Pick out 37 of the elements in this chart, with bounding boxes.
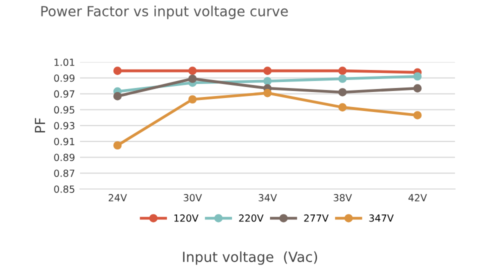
point [338,88,347,96]
y-tick-label: 0.97 [54,90,74,98]
y-tick-label: 0.87 [54,170,74,177]
y-tick-label: 0.93 [54,122,74,130]
y-tick-label: 0.89 [54,154,74,162]
point [188,66,197,75]
chart-title: Power Factor vs input voltage curve [41,6,288,20]
point [338,103,347,112]
legend-label: 220V [239,214,264,222]
x-tick-label: 24V [108,194,127,202]
legend-label: 277V [304,214,329,222]
y-tick-label: 0.85 [54,185,74,193]
point [413,72,422,81]
y-tick-label: 1.01 [54,58,74,66]
y-axis-title: PF [34,118,46,132]
point [113,66,122,75]
x-tick-label: 34V [258,194,277,202]
x-tick-label: 42V [408,194,427,202]
point [263,88,272,98]
x-axis-title: Input voltage (Vac) [183,251,318,265]
x-tick-label: 38V [334,194,352,202]
point [188,95,197,104]
x-tick-label: 30V [184,194,202,202]
y-tick-label: 0.95 [54,106,74,114]
point [263,76,272,86]
point [263,66,272,75]
point [338,74,347,83]
legend-label: 120V [174,214,198,222]
legend-label: 347V [369,214,394,222]
point [188,74,197,83]
y-tick-label: 0.99 [54,74,74,82]
point [338,66,347,75]
y-tick-label: 0.91 [54,138,74,146]
point [413,84,422,92]
point [113,92,122,100]
point [413,111,422,120]
point [113,141,122,150]
